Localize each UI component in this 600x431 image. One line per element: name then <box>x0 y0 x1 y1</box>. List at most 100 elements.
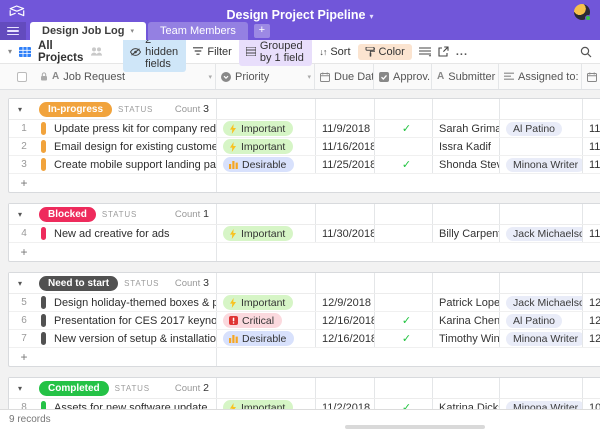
column-header-job-request[interactable]: A Job Request ▾ <box>38 64 215 89</box>
view-name[interactable]: All Projects <box>38 39 84 64</box>
job-request-cell[interactable]: Update press kit for company redesign <box>39 120 216 137</box>
submitter-cell[interactable]: Patrick Lopez <box>432 294 499 311</box>
add-row[interactable]: + <box>9 348 600 366</box>
tab-team-members[interactable]: Team Members <box>148 22 248 40</box>
job-request-cell[interactable]: Email design for existing customer outre… <box>39 138 216 155</box>
assigned-cell[interactable]: Minona Writer <box>499 330 582 347</box>
column-header-assigned-to[interactable]: Assigned to: ▾ <box>498 64 581 89</box>
approved-cell[interactable]: ✓ <box>374 330 432 347</box>
group-button[interactable]: Grouped by 1 field <box>238 37 313 66</box>
priority-cell[interactable]: Important <box>216 225 315 242</box>
menu-icon[interactable] <box>0 22 26 40</box>
job-request-cell[interactable]: New ad creative for ads <box>39 225 216 242</box>
group-collapse-toggle[interactable]: ▾ <box>9 273 39 293</box>
column-header-end[interactable]: E <box>581 64 600 89</box>
end-date-cell[interactable]: 12/1 <box>582 312 600 329</box>
due-date-cell[interactable]: 12/16/2018 <box>315 330 374 347</box>
end-date-cell[interactable]: 11/11 <box>582 138 600 155</box>
assigned-cell[interactable]: Al Patino <box>499 312 582 329</box>
approved-cell[interactable] <box>374 138 432 155</box>
job-request-cell[interactable]: New version of setup & installation guid… <box>39 330 216 347</box>
column-header-priority[interactable]: Priority ▾ <box>215 64 314 89</box>
add-row[interactable]: + <box>9 174 600 192</box>
column-label: Due Date <box>334 70 373 83</box>
base-title[interactable]: Design Project Pipeline ▾ <box>0 2 600 22</box>
due-date-cell[interactable]: 11/30/2018 <box>315 225 374 242</box>
table-row: 4 New ad creative for ads Important 11/30/2… <box>9 225 600 243</box>
priority-cell[interactable]: Desirable <box>216 330 315 347</box>
filter-button[interactable]: Filter <box>193 46 232 58</box>
end-date-cell[interactable]: 12/1 <box>582 330 600 347</box>
group-collapse-toggle[interactable]: ▾ <box>9 204 39 224</box>
more-options-button[interactable]: ... <box>455 45 468 58</box>
add-row[interactable]: + <box>9 243 600 261</box>
group-status-pill[interactable]: Completed <box>39 380 109 396</box>
submitter-cell[interactable]: Issra Kadif <box>432 138 499 155</box>
approved-cell[interactable]: ✓ <box>374 156 432 173</box>
priority-label: Critical <box>242 314 275 327</box>
assigned-cell[interactable]: Jack MichaelsonAl Pa <box>499 294 582 311</box>
group-collapse-toggle[interactable]: ▾ <box>9 378 39 398</box>
search-icon[interactable] <box>580 46 592 58</box>
due-date-cell[interactable]: 11/25/2018 <box>315 156 374 173</box>
column-header-submitter[interactable]: A Submitter ▾ <box>431 64 498 89</box>
column-label: Submitter <box>448 70 496 83</box>
end-date-cell[interactable]: 10/2 <box>582 399 600 409</box>
due-date-cell[interactable]: 11/9/2018 <box>315 120 374 137</box>
submitter-cell[interactable]: Karina Chen <box>432 312 499 329</box>
group-status-pill[interactable]: Need to start <box>39 275 119 291</box>
approved-cell[interactable]: ✓ <box>374 312 432 329</box>
submitter-cell[interactable]: Sarah Grimaldi <box>432 120 499 137</box>
tab-design-job-log[interactable]: Design Job Log ▾ <box>30 22 147 40</box>
add-tab-button[interactable]: + <box>253 24 270 38</box>
approved-cell[interactable]: ✓ <box>374 120 432 137</box>
group-status-pill[interactable]: In-progress <box>39 101 113 117</box>
column-header-due-date[interactable]: Due Date ▾ <box>314 64 373 89</box>
priority-cell[interactable]: Important <box>216 399 315 409</box>
assigned-cell[interactable]: Minona Writer <box>499 156 582 173</box>
due-date-cell[interactable]: 12/16/2018 <box>315 312 374 329</box>
job-request-cell[interactable]: Design holiday-themed boxes & packaging <box>39 294 216 311</box>
end-date-cell[interactable]: 11/7/ <box>582 120 600 137</box>
priority-cell[interactable]: Critical <box>216 312 315 329</box>
group-status-pill[interactable]: Blocked <box>39 206 96 222</box>
group-collapse-toggle[interactable]: ▾ <box>9 99 39 119</box>
assigned-cell[interactable]: Minona Writer <box>499 399 582 409</box>
due-date-cell[interactable]: 11/2/2018 <box>315 399 374 409</box>
select-all-checkbox[interactable] <box>8 64 38 89</box>
priority-cell[interactable]: Desirable <box>216 156 315 173</box>
submitter-cell[interactable]: Shonda Stevens <box>432 156 499 173</box>
share-icon[interactable] <box>438 46 449 57</box>
submitter-cell[interactable]: Katrina Dickson <box>432 399 499 409</box>
assigned-cell[interactable]: Al Patino <box>499 120 582 137</box>
assigned-cell[interactable] <box>499 138 582 155</box>
priority-cell[interactable]: Important <box>216 120 315 137</box>
submitter-cell[interactable]: Timothy Winters <box>432 330 499 347</box>
collaborator-pill: Al Patino <box>506 313 563 328</box>
due-date-cell[interactable]: 11/16/2018 <box>315 138 374 155</box>
sort-button[interactable]: ↓↑ Sort <box>319 46 350 58</box>
priority-cell[interactable]: Important <box>216 294 315 311</box>
priority-cell[interactable]: Important <box>216 138 315 155</box>
row-height-icon[interactable] <box>418 46 431 57</box>
job-request-cell[interactable]: Assets for new software update <box>39 399 216 409</box>
assigned-cell[interactable]: Jack MichaelsonJodi I <box>499 225 582 242</box>
color-button[interactable]: Color <box>357 43 412 60</box>
airtable-logo-icon[interactable] <box>9 5 25 18</box>
chevron-down-icon: ▾ <box>307 73 311 81</box>
due-date-cell[interactable]: 12/9/2018 <box>315 294 374 311</box>
horizontal-scrollbar[interactable] <box>345 425 485 429</box>
column-header-approved[interactable]: Approv... ▾ <box>373 64 431 89</box>
submitter-cell[interactable]: Billy Carpenter <box>432 225 499 242</box>
end-date-cell[interactable]: 11/2 <box>582 156 600 173</box>
approved-cell[interactable] <box>374 225 432 242</box>
view-sidebar-toggle-icon[interactable]: ▾ <box>8 47 13 56</box>
user-avatar[interactable] <box>574 4 591 21</box>
end-date-cell[interactable]: 12/8 <box>582 294 600 311</box>
end-date-cell[interactable]: 11/3 <box>582 225 600 242</box>
job-request-cell[interactable]: Create mobile support landing page <box>39 156 216 173</box>
approved-cell[interactable] <box>374 294 432 311</box>
collaborators-icon[interactable] <box>90 47 103 56</box>
job-request-cell[interactable]: Presentation for CES 2017 keynote <box>39 312 216 329</box>
approved-cell[interactable]: ✓ <box>374 399 432 409</box>
